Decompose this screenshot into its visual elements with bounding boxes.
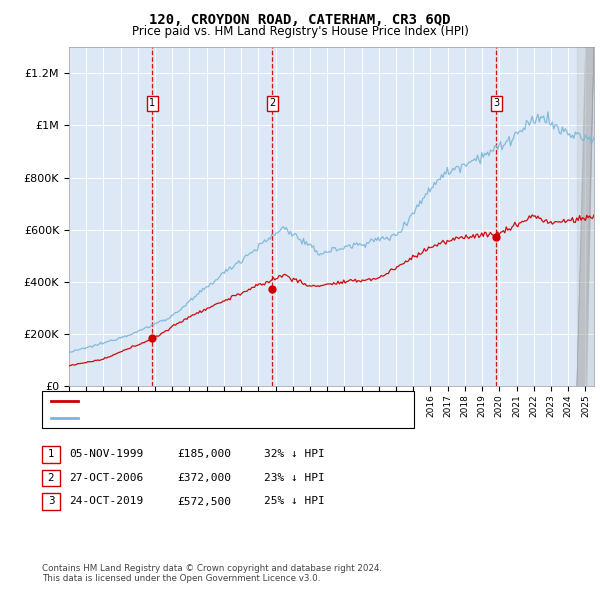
Text: 3: 3 — [493, 98, 499, 108]
Text: 120, CROYDON ROAD, CATERHAM, CR3 6QD (detached house): 120, CROYDON ROAD, CATERHAM, CR3 6QD (de… — [85, 396, 397, 407]
Text: 1: 1 — [149, 98, 155, 108]
Text: 3: 3 — [47, 497, 55, 506]
Text: 05-NOV-1999: 05-NOV-1999 — [69, 450, 143, 459]
Text: £372,000: £372,000 — [177, 473, 231, 483]
Text: 2: 2 — [47, 473, 55, 483]
Text: 1: 1 — [47, 450, 55, 459]
Text: Contains HM Land Registry data © Crown copyright and database right 2024.
This d: Contains HM Land Registry data © Crown c… — [42, 563, 382, 583]
Text: £185,000: £185,000 — [177, 450, 231, 459]
Text: 32% ↓ HPI: 32% ↓ HPI — [264, 450, 325, 459]
Text: 24-OCT-2019: 24-OCT-2019 — [69, 497, 143, 506]
Text: Price paid vs. HM Land Registry's House Price Index (HPI): Price paid vs. HM Land Registry's House … — [131, 25, 469, 38]
Bar — [577, 47, 594, 386]
Text: 27-OCT-2006: 27-OCT-2006 — [69, 473, 143, 483]
Text: HPI: Average price, detached house, Tandridge: HPI: Average price, detached house, Tand… — [85, 412, 319, 422]
Text: 120, CROYDON ROAD, CATERHAM, CR3 6QD: 120, CROYDON ROAD, CATERHAM, CR3 6QD — [149, 13, 451, 27]
Text: 25% ↓ HPI: 25% ↓ HPI — [264, 497, 325, 506]
Text: 2: 2 — [269, 98, 275, 108]
Text: £572,500: £572,500 — [177, 497, 231, 506]
Text: 23% ↓ HPI: 23% ↓ HPI — [264, 473, 325, 483]
